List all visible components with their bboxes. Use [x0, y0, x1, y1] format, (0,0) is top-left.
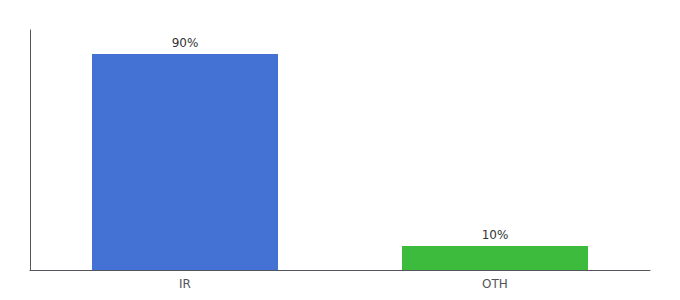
svg-text:IR: IR [179, 277, 191, 291]
svg-text:90%: 90% [172, 36, 199, 50]
svg-text:OTH: OTH [482, 277, 508, 291]
svg-text:10%: 10% [482, 228, 509, 242]
